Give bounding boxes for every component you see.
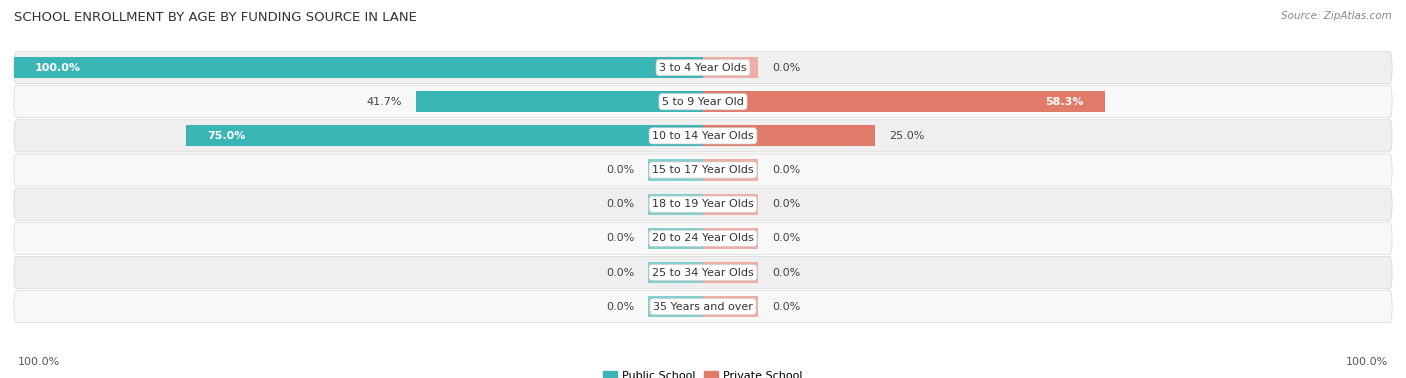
Text: 0.0%: 0.0% [772,233,800,243]
FancyBboxPatch shape [14,256,1392,288]
Bar [648,228,703,249]
Bar [703,125,875,146]
Text: 0.0%: 0.0% [606,199,634,209]
Bar [14,57,703,78]
Text: 35 Years and over: 35 Years and over [652,302,754,311]
FancyBboxPatch shape [14,154,1392,186]
Text: 75.0%: 75.0% [207,131,245,141]
Text: 0.0%: 0.0% [772,63,800,73]
Text: 100.0%: 100.0% [1346,357,1388,367]
FancyBboxPatch shape [14,86,1392,118]
Text: 58.3%: 58.3% [1046,97,1084,107]
Text: 0.0%: 0.0% [772,199,800,209]
Bar [703,228,758,249]
Text: 0.0%: 0.0% [606,302,634,311]
Text: 0.0%: 0.0% [772,302,800,311]
Text: 100.0%: 100.0% [35,63,80,73]
Text: 0.0%: 0.0% [606,233,634,243]
Text: 3 to 4 Year Olds: 3 to 4 Year Olds [659,63,747,73]
Bar [186,125,703,146]
Text: 20 to 24 Year Olds: 20 to 24 Year Olds [652,233,754,243]
Bar [703,57,758,78]
Text: 15 to 17 Year Olds: 15 to 17 Year Olds [652,165,754,175]
Text: 100.0%: 100.0% [18,357,60,367]
Bar [703,194,758,215]
Text: Source: ZipAtlas.com: Source: ZipAtlas.com [1281,11,1392,21]
FancyBboxPatch shape [14,291,1392,323]
Bar [703,296,758,317]
Bar [703,160,758,181]
Text: SCHOOL ENROLLMENT BY AGE BY FUNDING SOURCE IN LANE: SCHOOL ENROLLMENT BY AGE BY FUNDING SOUR… [14,11,418,24]
Legend: Public School, Private School: Public School, Private School [599,366,807,378]
FancyBboxPatch shape [14,51,1392,84]
Bar [648,194,703,215]
Text: 0.0%: 0.0% [772,268,800,277]
FancyBboxPatch shape [14,188,1392,220]
Text: 41.7%: 41.7% [367,97,402,107]
Bar [416,91,703,112]
Text: 18 to 19 Year Olds: 18 to 19 Year Olds [652,199,754,209]
Bar [703,91,1105,112]
Text: 5 to 9 Year Old: 5 to 9 Year Old [662,97,744,107]
Text: 0.0%: 0.0% [606,268,634,277]
Bar [648,296,703,317]
Bar [703,262,758,283]
Text: 10 to 14 Year Olds: 10 to 14 Year Olds [652,131,754,141]
FancyBboxPatch shape [14,120,1392,152]
Text: 25 to 34 Year Olds: 25 to 34 Year Olds [652,268,754,277]
Text: 25.0%: 25.0% [889,131,924,141]
FancyBboxPatch shape [14,222,1392,254]
Bar [648,160,703,181]
Bar [648,262,703,283]
Text: 0.0%: 0.0% [772,165,800,175]
Text: 0.0%: 0.0% [606,165,634,175]
